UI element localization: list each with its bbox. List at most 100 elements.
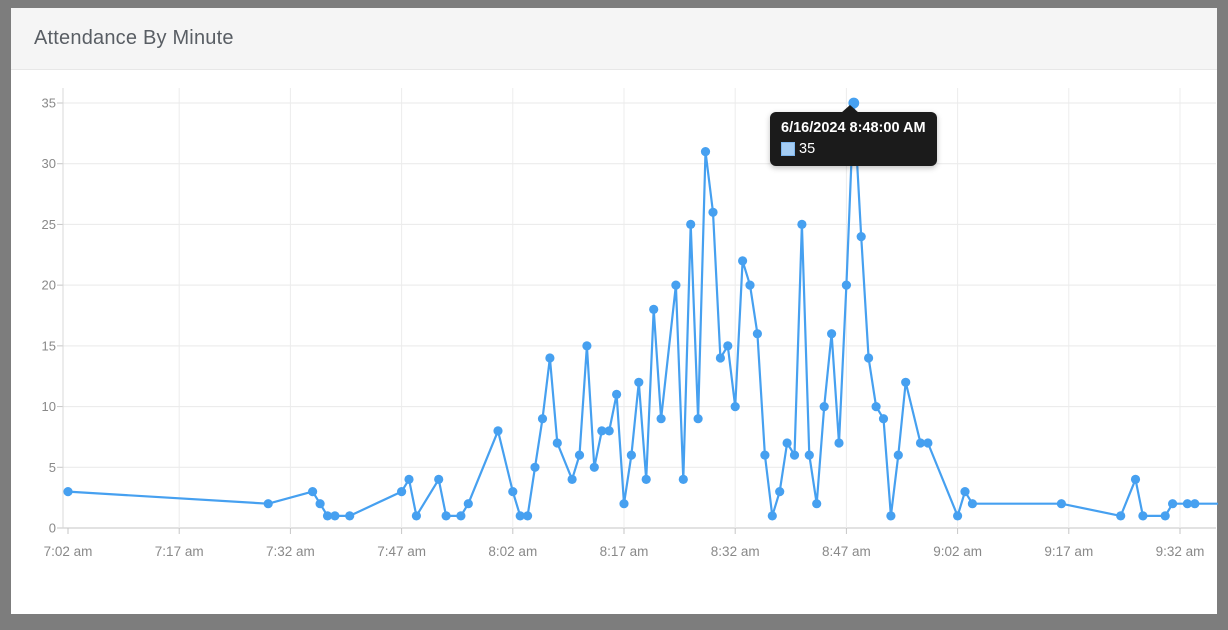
data-point[interactable] <box>812 499 822 509</box>
data-point[interactable] <box>953 511 963 521</box>
x-tick-label: 8:17 am <box>600 544 649 559</box>
data-point[interactable] <box>1190 499 1200 509</box>
data-point[interactable] <box>901 377 911 387</box>
data-point[interactable] <box>767 511 777 521</box>
data-point[interactable] <box>612 389 622 399</box>
y-tick-label: 15 <box>42 338 56 353</box>
tooltip-value-row: 35 <box>781 141 926 157</box>
tooltip-title: 6/16/2024 8:48:00 AM <box>781 120 926 136</box>
data-point[interactable] <box>63 487 73 497</box>
data-point[interactable] <box>626 450 637 460</box>
page-title: Attendance By Minute <box>34 27 234 49</box>
data-point[interactable] <box>515 511 525 521</box>
data-point[interactable] <box>656 414 666 424</box>
data-point[interactable] <box>1130 474 1141 484</box>
data-point[interactable] <box>871 402 881 412</box>
data-point[interactable] <box>827 329 837 339</box>
data-point[interactable] <box>878 414 889 424</box>
data-point[interactable] <box>708 207 718 217</box>
y-tick-label: 20 <box>42 278 56 293</box>
x-tick-label: 9:17 am <box>1044 544 1093 559</box>
data-point[interactable] <box>915 438 926 448</box>
data-point[interactable] <box>893 450 903 460</box>
data-point[interactable] <box>841 280 852 290</box>
data-point[interactable] <box>1160 511 1170 521</box>
data-point[interactable] <box>567 474 577 484</box>
data-point[interactable] <box>537 414 548 424</box>
data-point[interactable] <box>686 219 696 229</box>
data-point[interactable] <box>834 438 844 448</box>
data-point[interactable] <box>330 511 340 521</box>
data-point[interactable] <box>797 219 807 229</box>
data-point[interactable] <box>1116 511 1126 521</box>
data-point[interactable] <box>960 487 970 497</box>
data-point[interactable] <box>345 511 355 521</box>
data-point[interactable] <box>404 474 414 484</box>
y-tick-label: 5 <box>49 460 56 475</box>
data-point[interactable] <box>738 256 748 266</box>
data-point[interactable] <box>456 511 466 521</box>
data-point[interactable] <box>263 499 273 509</box>
data-point[interactable] <box>574 450 585 460</box>
data-point[interactable] <box>523 511 533 521</box>
data-point[interactable] <box>397 487 407 497</box>
data-point[interactable] <box>411 511 421 521</box>
tooltip-caret-icon <box>841 105 859 113</box>
data-point[interactable] <box>886 511 896 521</box>
data-point[interactable] <box>582 341 592 351</box>
data-point[interactable] <box>597 426 607 436</box>
data-point[interactable] <box>693 414 703 424</box>
data-point[interactable] <box>308 487 318 497</box>
data-point[interactable] <box>441 511 451 521</box>
data-point[interactable] <box>923 438 933 448</box>
data-point[interactable] <box>1138 511 1148 521</box>
x-tick-label: 7:17 am <box>155 544 204 559</box>
data-point[interactable] <box>552 438 562 448</box>
data-point[interactable] <box>775 487 785 497</box>
data-point[interactable] <box>760 450 770 460</box>
data-point[interactable] <box>1168 499 1178 509</box>
data-point[interactable] <box>700 147 711 157</box>
data-point[interactable] <box>782 438 792 448</box>
data-point[interactable] <box>1056 499 1066 509</box>
x-tick-label: 7:02 am <box>44 544 93 559</box>
data-point[interactable] <box>493 426 503 436</box>
data-point[interactable] <box>604 426 614 436</box>
data-point[interactable] <box>1182 499 1192 509</box>
data-point[interactable] <box>745 280 755 290</box>
data-point[interactable] <box>530 462 540 472</box>
data-point[interactable] <box>589 462 599 472</box>
data-point[interactable] <box>730 402 740 412</box>
y-tick-label: 25 <box>42 217 56 232</box>
data-point[interactable] <box>322 511 333 521</box>
data-point[interactable] <box>678 474 688 484</box>
y-tick-label: 0 <box>49 521 56 536</box>
data-point[interactable] <box>434 474 444 484</box>
x-tick-label: 8:32 am <box>711 544 760 559</box>
data-point[interactable] <box>508 487 518 497</box>
data-point[interactable] <box>715 353 726 363</box>
series-color-swatch-icon <box>781 142 795 156</box>
data-point[interactable] <box>819 402 829 412</box>
y-tick-label: 10 <box>42 399 56 414</box>
data-point[interactable] <box>463 499 473 509</box>
card-header: Attendance By Minute <box>11 8 1217 70</box>
data-point[interactable] <box>804 450 814 460</box>
data-point[interactable] <box>619 499 629 509</box>
data-point[interactable] <box>634 377 644 387</box>
data-point[interactable] <box>864 353 874 363</box>
data-point[interactable] <box>967 499 978 509</box>
data-point[interactable] <box>856 232 866 242</box>
data-point[interactable] <box>315 499 325 509</box>
data-point[interactable] <box>641 474 651 484</box>
data-point[interactable] <box>671 280 681 290</box>
data-point[interactable] <box>545 353 555 363</box>
data-point[interactable] <box>752 329 763 339</box>
data-point[interactable] <box>723 341 733 351</box>
x-tick-label: 9:02 am <box>933 544 982 559</box>
data-point[interactable] <box>789 450 800 460</box>
chart-tooltip: 6/16/2024 8:48:00 AM 35 <box>770 105 937 166</box>
data-point[interactable] <box>649 304 659 314</box>
y-tick-label: 35 <box>42 95 56 110</box>
